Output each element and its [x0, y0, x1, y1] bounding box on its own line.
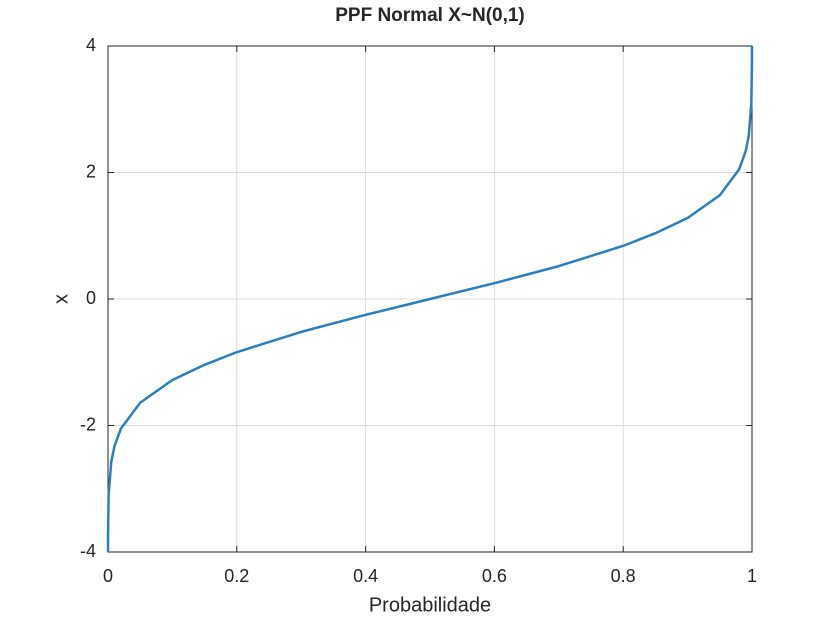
x-axis-label: Probabilidade	[369, 594, 491, 616]
y-tick-label: 4	[86, 35, 96, 55]
data-line	[106, 45, 754, 553]
x-tick-label: 0.6	[482, 566, 507, 586]
chart-title: PPF Normal X~N(0,1)	[335, 5, 525, 26]
y-tick-label: 0	[86, 288, 96, 308]
x-tick-label: 1	[747, 566, 757, 586]
y-tick-label: 2	[86, 161, 96, 181]
y-tick-label: -4	[80, 541, 96, 561]
plot-frame	[107, 45, 753, 553]
y-tick-label: -2	[80, 414, 96, 434]
y-axis-label: x	[50, 294, 72, 304]
x-tick-label: 0.4	[353, 566, 378, 586]
x-tick-label: 0	[103, 566, 113, 586]
x-tick-label: 0.8	[611, 566, 636, 586]
x-tick-label: 0.2	[224, 566, 249, 586]
